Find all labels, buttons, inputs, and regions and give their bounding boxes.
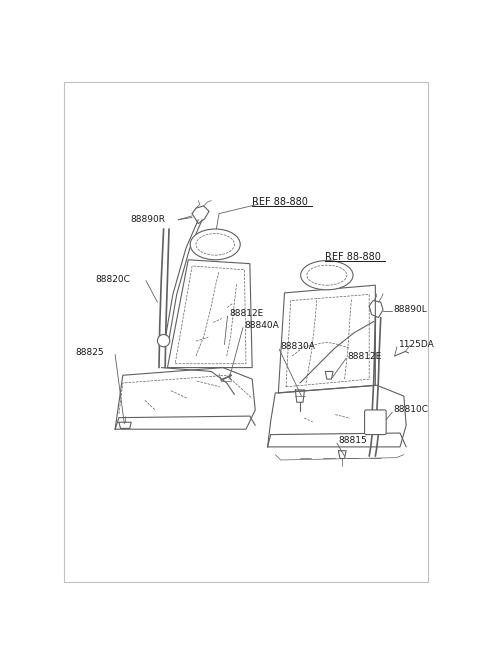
Text: 88830A: 88830A <box>281 342 315 351</box>
Text: 88810C: 88810C <box>394 405 429 415</box>
Ellipse shape <box>190 229 240 260</box>
Text: REF 88-880: REF 88-880 <box>252 197 308 207</box>
Text: 88812E: 88812E <box>348 351 382 361</box>
Text: 1125DA: 1125DA <box>398 340 434 349</box>
Text: 88840A: 88840A <box>244 321 279 330</box>
Text: REF 88-880: REF 88-880 <box>324 252 381 263</box>
Text: 88812E: 88812E <box>229 309 264 318</box>
Ellipse shape <box>300 261 353 290</box>
Text: 88890L: 88890L <box>394 306 428 314</box>
FancyBboxPatch shape <box>365 410 386 434</box>
Text: 88815: 88815 <box>338 436 367 445</box>
Text: 88820C: 88820C <box>96 275 131 284</box>
Text: 88825: 88825 <box>75 348 104 357</box>
Circle shape <box>157 334 170 347</box>
Text: 88890R: 88890R <box>131 215 166 224</box>
